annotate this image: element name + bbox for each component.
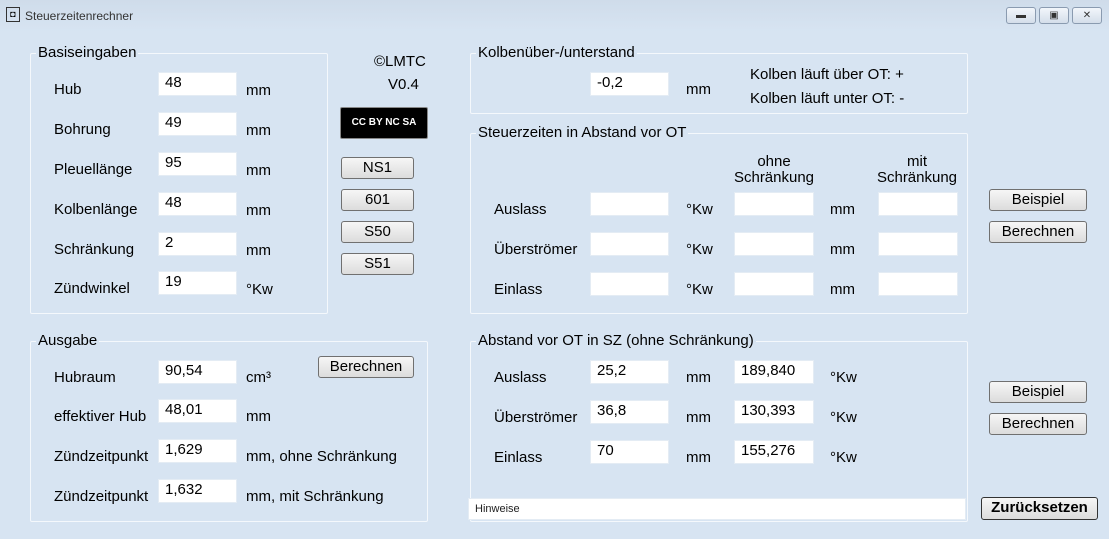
steuer-kw-input[interactable] — [590, 232, 669, 256]
ausgabe-output: 90,54 — [158, 360, 237, 384]
minimize-button[interactable]: ▬ — [1006, 7, 1036, 24]
basis-label: Bohrung — [54, 121, 111, 138]
ausgabe-output: 1,632 — [158, 479, 237, 503]
basis-input[interactable]: 95 — [158, 152, 237, 176]
basis-label: Kolbenlänge — [54, 201, 138, 218]
abstand-unit-kw: °Kw — [830, 449, 857, 466]
abstand-unit-mm: mm — [686, 449, 711, 466]
basis-input[interactable]: 49 — [158, 112, 237, 136]
basis-unit: mm — [246, 162, 271, 179]
abstand-kw-output: 155,276 — [734, 440, 814, 464]
abstand-beispiel-button[interactable]: Beispiel — [989, 381, 1087, 403]
basis-unit: mm — [246, 242, 271, 259]
zuruecksetzen-button[interactable]: Zurücksetzen — [981, 497, 1098, 520]
basis-unit: mm — [246, 122, 271, 139]
basis-input[interactable]: 48 — [158, 192, 237, 216]
abstand-mm-input[interactable]: 36,8 — [590, 400, 669, 424]
steuer-unit-mm: mm — [830, 241, 855, 258]
ausgabe-label: Hubraum — [54, 369, 116, 386]
abstand-unit-kw: °Kw — [830, 409, 857, 426]
basis-label: Schränkung — [54, 241, 135, 258]
steuer-unit-kw: °Kw — [686, 201, 713, 218]
title-bar — [0, 0, 1109, 32]
ausgabe-label: Zündzeitpunkt — [54, 488, 149, 505]
abstand-unit-mm: mm — [686, 409, 711, 426]
steuer-mit-output — [878, 232, 958, 256]
cc-license-badge: CC BY NC SA — [340, 107, 428, 139]
kolben-note-under: Kolben läuft unter OT: - — [750, 90, 905, 107]
basis-input[interactable]: 2 — [158, 232, 237, 256]
basis-input[interactable]: 19 — [158, 271, 237, 295]
steuer-title: Steuerzeiten in Abstand vor OT — [476, 124, 689, 141]
kolben-group — [470, 53, 968, 114]
steuer-kw-input[interactable] — [590, 192, 669, 216]
basis-unit: °Kw — [246, 281, 273, 298]
app-icon: ◘ — [6, 7, 20, 22]
copyright: ©LMTC — [374, 53, 426, 70]
steuer-ohne-output — [734, 272, 814, 296]
basis-unit: mm — [246, 202, 271, 219]
ausgabe-berechnen-button[interactable]: Berechnen — [318, 356, 414, 378]
steuer-unit-mm: mm — [830, 201, 855, 218]
abstand-mm-input[interactable]: 70 — [590, 440, 669, 464]
ausgabe-unit: mm, ohne Schränkung — [246, 448, 397, 465]
abstand-label: Auslass — [494, 369, 547, 386]
basis-label: Pleuellänge — [54, 161, 133, 178]
steuer-group — [470, 133, 968, 314]
ausgabe-output: 1,629 — [158, 439, 237, 463]
ausgabe-label: Zündzeitpunkt — [54, 448, 149, 465]
steuer-label: Überströmer — [494, 241, 578, 258]
ausgabe-unit: cm³ — [246, 369, 271, 386]
kolben-title: Kolbenüber-/unterstand — [476, 44, 637, 61]
basis-title: Basiseingaben — [36, 44, 139, 61]
steuer-ohne-output — [734, 192, 814, 216]
steuer-beispiel-button[interactable]: Beispiel — [989, 189, 1087, 211]
close-button[interactable]: ✕ — [1072, 7, 1102, 24]
steuer-ohne-output — [734, 232, 814, 256]
window-title: Steuerzeitenrechner — [25, 9, 134, 23]
steuer-unit-kw: °Kw — [686, 281, 713, 298]
abstand-title: Abstand vor OT in SZ (ohne Schränkung) — [476, 332, 756, 349]
maximize-button[interactable]: ▣ — [1039, 7, 1069, 24]
steuer-unit-mm: mm — [830, 281, 855, 298]
hinweise-field[interactable]: Hinweise — [468, 498, 966, 520]
steuer-mit-output — [878, 272, 958, 296]
basis-input[interactable]: 48 — [158, 72, 237, 96]
version: V0.4 — [388, 76, 419, 93]
abstand-kw-output: 130,393 — [734, 400, 814, 424]
basis-label: Hub — [54, 81, 82, 98]
abstand-unit-mm: mm — [686, 369, 711, 386]
ausgabe-output: 48,01 — [158, 399, 237, 423]
abstand-berechnen-button[interactable]: Berechnen — [989, 413, 1087, 435]
ausgabe-unit: mm, mit Schränkung — [246, 488, 384, 505]
col-header-ohne: ohne Schränkung — [733, 153, 815, 186]
preset-button[interactable]: 601 — [341, 189, 414, 211]
preset-button[interactable]: S50 — [341, 221, 414, 243]
col-header-mit: mit Schränkung — [876, 153, 958, 186]
steuer-unit-kw: °Kw — [686, 241, 713, 258]
kolben-input[interactable]: -0,2 — [590, 72, 669, 96]
ausgabe-label: effektiver Hub — [54, 408, 147, 425]
steuer-kw-input[interactable] — [590, 272, 669, 296]
steuer-label: Einlass — [494, 281, 543, 298]
kolben-unit: mm — [686, 81, 711, 98]
ausgabe-group — [30, 341, 428, 522]
basis-group — [30, 53, 328, 314]
abstand-label: Überströmer — [494, 409, 578, 426]
kolben-note-over: Kolben läuft über OT: + — [750, 66, 904, 83]
preset-button[interactable]: NS1 — [341, 157, 414, 179]
ausgabe-unit: mm — [246, 408, 271, 425]
steuer-label: Auslass — [494, 201, 547, 218]
abstand-unit-kw: °Kw — [830, 369, 857, 386]
abstand-label: Einlass — [494, 449, 543, 466]
abstand-kw-output: 189,840 — [734, 360, 814, 384]
steuer-mit-output — [878, 192, 958, 216]
basis-unit: mm — [246, 82, 271, 99]
steuer-berechnen-button[interactable]: Berechnen — [989, 221, 1087, 243]
ausgabe-title: Ausgabe — [36, 332, 100, 349]
preset-button[interactable]: S51 — [341, 253, 414, 275]
abstand-mm-input[interactable]: 25,2 — [590, 360, 669, 384]
basis-label: Zündwinkel — [54, 280, 130, 297]
